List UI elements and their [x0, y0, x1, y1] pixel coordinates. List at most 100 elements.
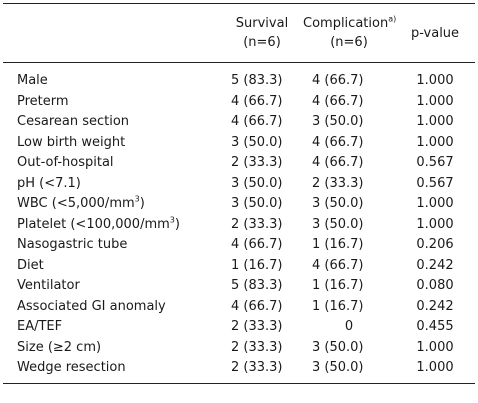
row-label-text: Preterm — [17, 93, 69, 109]
row-label-text: Diet — [17, 257, 44, 273]
row-label: Nasogastric tube — [3, 235, 221, 256]
header-complication-n: (n=6) — [330, 35, 368, 50]
comparison-table: Survival (n=6) Complicationa) (n=6) p-va… — [3, 3, 475, 383]
row-label: Platelet (<100,000/mm3) — [3, 215, 221, 236]
survival-value: 4 (66.7) — [231, 114, 283, 129]
table-row: Platelet (<100,000/mm3) 2 (33.3) 3 (50.0) 1… — [3, 215, 475, 236]
row-label: Wedge resection — [3, 358, 221, 383]
header-pvalue: p-value — [410, 25, 460, 41]
complication-value: 4 (66.7) — [312, 134, 364, 150]
row-label-text: Platelet (<100,000/mm — [17, 216, 170, 232]
row-label-suffix: ) — [174, 216, 180, 232]
header-complication-title: Complication — [303, 16, 389, 31]
survival-value: 4 (66.7) — [231, 93, 283, 109]
row-label-text: EA/TEF — [17, 319, 63, 334]
table-row: Diet 1 (16.7) 4 (66.7) 0.242 — [3, 256, 475, 277]
complication-value: 1 (16.7) — [312, 237, 364, 252]
table-bottom-rule — [3, 382, 475, 384]
header-row: Survival (n=6) Complicationa) (n=6) p-va… — [3, 3, 475, 63]
table-row: Male 5 (83.3) 4 (66.7) 1.000 — [3, 63, 475, 92]
survival-value: 5 (83.3) — [231, 278, 283, 293]
table-row: Low birth weight 3 (50.0) 4 (66.7) 1.000 — [3, 133, 475, 154]
p-value: 1.000 — [416, 134, 454, 150]
survival-value: 1 (16.7) — [231, 257, 283, 273]
table-row: Ventilator 5 (83.3) 1 (16.7) 0.080 — [3, 276, 475, 297]
p-value: 0.206 — [416, 237, 454, 252]
complication-value: 4 (66.7) — [312, 73, 364, 88]
complication-value: 1 (16.7) — [312, 298, 364, 314]
table-row: Size (≥2 cm) 2 (33.3) 3 (50.0) 1.000 — [3, 338, 475, 359]
header-survival-title: Survival — [235, 16, 289, 31]
p-value: 0.567 — [416, 155, 454, 170]
complication-value: 3 (50.0) — [312, 114, 364, 129]
table-row: Preterm 4 (66.7) 4 (66.7) 1.000 — [3, 92, 475, 113]
row-label: Size (≥2 cm) — [3, 338, 221, 359]
p-value: 0.242 — [416, 298, 454, 314]
survival-value: 2 (33.3) — [231, 155, 283, 170]
row-label: Diet — [3, 256, 221, 277]
row-label-suffix: ) — [139, 196, 145, 211]
p-value: 1.000 — [416, 339, 454, 355]
complication-value: 4 (66.7) — [312, 93, 364, 109]
p-value: 0.567 — [416, 175, 454, 191]
row-label-text: Associated GI anomaly — [17, 298, 166, 314]
row-label-text: Size (≥2 cm) — [17, 339, 102, 355]
row-label-text: Cesarean section — [17, 114, 130, 129]
survival-value: 3 (50.0) — [231, 196, 283, 211]
row-label: Out-of-hospital — [3, 153, 221, 174]
table-row: Associated GI anomaly 4 (66.7) 1 (16.7) 0.2… — [3, 297, 475, 318]
table-body: Male 5 (83.3) 4 (66.7) 1.000 Preterm 4 (66.7)… — [3, 63, 475, 383]
table-row: Nasogastric tube 4 (66.7) 1 (16.7) 0.206 — [3, 235, 475, 256]
row-label: pH (<7.1) — [3, 174, 221, 195]
comparison-table-container: Survival (n=6) Complicationa) (n=6) p-va… — [3, 3, 475, 384]
row-label: Associated GI anomaly — [3, 297, 221, 318]
p-value: 1.000 — [416, 93, 454, 109]
p-value: 1.000 — [416, 114, 454, 129]
row-label-text: Wedge resection — [17, 360, 126, 375]
row-label: Low birth weight — [3, 133, 221, 154]
header-survival: Survival (n=6) — [221, 4, 303, 63]
complication-value: 0 — [344, 319, 354, 334]
header-survival-n: (n=6) — [243, 35, 281, 50]
header-complication: Complicationa) (n=6) — [303, 4, 397, 63]
row-label: Cesarean section — [3, 112, 221, 133]
survival-value: 5 (83.3) — [231, 73, 283, 88]
p-value: 0.080 — [416, 278, 454, 293]
complication-value: 3 (50.0) — [312, 339, 364, 355]
survival-value: 2 (33.3) — [231, 339, 283, 355]
complication-value: 1 (16.7) — [312, 278, 364, 293]
p-value: 1.000 — [416, 216, 454, 232]
survival-value: 2 (33.3) — [231, 319, 283, 334]
row-label: Male — [3, 63, 221, 92]
p-value: 1.000 — [416, 73, 454, 88]
survival-value: 3 (50.0) — [231, 134, 283, 150]
header-label-cell — [3, 4, 221, 63]
row-label-text: pH (<7.1) — [17, 175, 81, 191]
row-label-text: Male — [17, 73, 48, 88]
survival-value: 3 (50.0) — [231, 175, 283, 191]
p-value: 1.000 — [416, 196, 454, 211]
table-row: pH (<7.1) 3 (50.0) 2 (33.3) 0.567 — [3, 174, 475, 195]
complication-value: 2 (33.3) — [312, 175, 364, 191]
table-row: Cesarean section 4 (66.7) 3 (50.0) 1.000 — [3, 112, 475, 133]
row-label-text: Out-of-hospital — [17, 155, 114, 170]
survival-value: 4 (66.7) — [231, 298, 283, 314]
complication-value: 3 (50.0) — [312, 196, 364, 211]
row-label: Preterm — [3, 92, 221, 113]
table-row: WBC (<5,000/mm3) 3 (50.0) 3 (50.0) 1.000 — [3, 194, 475, 215]
row-label: Ventilator — [3, 276, 221, 297]
complication-value: 4 (66.7) — [312, 155, 364, 170]
header-complication-title-line: Complicationa) — [303, 14, 397, 33]
row-label: WBC (<5,000/mm3) — [3, 194, 221, 215]
header-complication-footnote: a) — [388, 14, 397, 24]
table-row: EA/TEF 2 (33.3) 0 0.455 — [3, 317, 475, 338]
survival-value: 4 (66.7) — [231, 237, 283, 252]
complication-value: 3 (50.0) — [312, 216, 364, 232]
row-label-superscript: 3 — [169, 215, 175, 225]
table-row: Out-of-hospital 2 (33.3) 4 (66.7) 0.567 — [3, 153, 475, 174]
complication-value: 4 (66.7) — [312, 257, 364, 273]
table-row: Wedge resection 2 (33.3) 3 (50.0) 1.000 — [3, 358, 475, 383]
p-value: 1.000 — [416, 360, 454, 375]
row-label: EA/TEF — [3, 317, 221, 338]
row-label-text: Ventilator — [17, 278, 80, 293]
